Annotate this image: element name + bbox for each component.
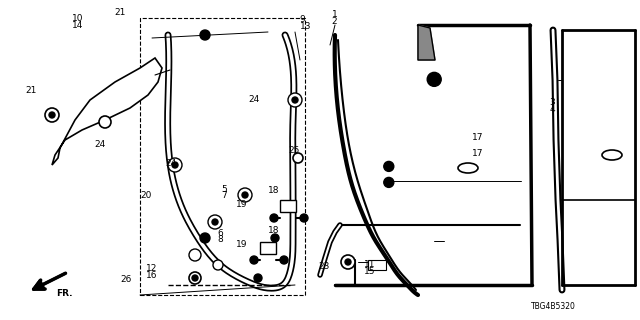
Circle shape bbox=[384, 177, 394, 188]
Text: 25: 25 bbox=[288, 146, 300, 155]
Circle shape bbox=[280, 256, 288, 264]
Text: 13: 13 bbox=[300, 22, 311, 31]
Ellipse shape bbox=[602, 150, 622, 160]
Bar bbox=[368, 260, 386, 270]
Text: 23: 23 bbox=[319, 262, 330, 271]
Bar bbox=[140, 18, 305, 295]
Text: 3: 3 bbox=[549, 98, 555, 107]
Circle shape bbox=[172, 162, 178, 168]
Circle shape bbox=[384, 161, 394, 172]
Text: 14: 14 bbox=[72, 21, 83, 30]
Circle shape bbox=[288, 93, 302, 107]
Bar bbox=[280, 200, 296, 212]
Polygon shape bbox=[52, 58, 162, 165]
Text: 2: 2 bbox=[332, 17, 337, 26]
Circle shape bbox=[238, 188, 252, 202]
Circle shape bbox=[292, 97, 298, 103]
Circle shape bbox=[242, 192, 248, 198]
Text: 19: 19 bbox=[236, 200, 247, 209]
Text: 20: 20 bbox=[141, 191, 152, 200]
Circle shape bbox=[213, 260, 223, 270]
Circle shape bbox=[200, 30, 210, 40]
Text: 6: 6 bbox=[218, 229, 223, 238]
Text: 18: 18 bbox=[268, 186, 279, 195]
Circle shape bbox=[192, 275, 198, 281]
Text: 24: 24 bbox=[95, 140, 106, 149]
Circle shape bbox=[171, 161, 179, 169]
Circle shape bbox=[293, 153, 303, 163]
Circle shape bbox=[200, 233, 210, 243]
Text: 19: 19 bbox=[236, 240, 247, 249]
Circle shape bbox=[250, 256, 258, 264]
Circle shape bbox=[212, 219, 218, 225]
Text: FR.: FR. bbox=[56, 289, 73, 298]
Ellipse shape bbox=[458, 163, 478, 173]
Circle shape bbox=[210, 217, 220, 227]
Circle shape bbox=[254, 274, 262, 282]
Text: 7: 7 bbox=[221, 191, 227, 200]
Text: 21: 21 bbox=[114, 8, 125, 17]
Circle shape bbox=[47, 110, 57, 120]
Circle shape bbox=[241, 191, 249, 199]
Circle shape bbox=[49, 112, 55, 118]
Text: 16: 16 bbox=[146, 271, 157, 280]
Circle shape bbox=[189, 249, 201, 261]
Circle shape bbox=[208, 215, 222, 229]
Text: 11: 11 bbox=[364, 260, 375, 269]
Bar bbox=[260, 242, 276, 254]
Circle shape bbox=[341, 255, 355, 269]
Text: 24: 24 bbox=[248, 95, 260, 104]
Polygon shape bbox=[418, 25, 435, 60]
Circle shape bbox=[300, 214, 308, 222]
Circle shape bbox=[345, 259, 351, 265]
Text: 10: 10 bbox=[72, 14, 83, 23]
Text: 21: 21 bbox=[26, 86, 37, 95]
Text: 15: 15 bbox=[364, 268, 375, 276]
Circle shape bbox=[45, 108, 59, 122]
Circle shape bbox=[271, 234, 279, 242]
Circle shape bbox=[191, 251, 199, 259]
Text: 12: 12 bbox=[146, 264, 157, 273]
Circle shape bbox=[189, 272, 201, 284]
Text: 1: 1 bbox=[332, 10, 337, 19]
Circle shape bbox=[291, 96, 299, 104]
Circle shape bbox=[99, 116, 111, 128]
Circle shape bbox=[428, 72, 441, 86]
Text: 9: 9 bbox=[300, 15, 305, 24]
Text: TBG4B5320: TBG4B5320 bbox=[531, 302, 576, 311]
Text: 17: 17 bbox=[472, 133, 484, 142]
Circle shape bbox=[168, 158, 182, 172]
Circle shape bbox=[270, 214, 278, 222]
Text: 24: 24 bbox=[165, 159, 177, 168]
Circle shape bbox=[343, 257, 353, 267]
Text: 26: 26 bbox=[120, 275, 132, 284]
Text: 4: 4 bbox=[549, 105, 555, 114]
Text: 18: 18 bbox=[268, 226, 279, 235]
Text: 8: 8 bbox=[218, 235, 223, 244]
Text: 5: 5 bbox=[221, 185, 227, 194]
Text: 22: 22 bbox=[428, 75, 439, 84]
Text: 17: 17 bbox=[472, 149, 484, 158]
